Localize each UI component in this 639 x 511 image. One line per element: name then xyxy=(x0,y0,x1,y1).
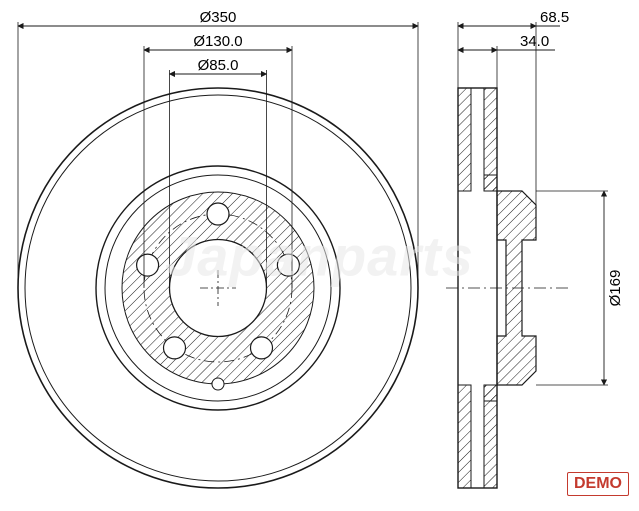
dim-w34: 34.0 xyxy=(520,33,549,50)
dim-d85: Ø85.0 xyxy=(198,57,239,74)
demo-badge: DEMO xyxy=(567,472,629,496)
dim-d350: Ø350 xyxy=(200,9,237,26)
dim-d130: Ø130.0 xyxy=(193,33,242,50)
technical-drawing: Ø350 Ø130.0 Ø85.0 xyxy=(0,0,639,511)
front-view: Ø350 Ø130.0 Ø85.0 xyxy=(18,9,418,488)
dim-w68: 68.5 xyxy=(540,9,569,26)
side-view: 68.5 34.0 Ø169 xyxy=(446,9,624,488)
dim-d169: Ø169 xyxy=(607,270,624,307)
